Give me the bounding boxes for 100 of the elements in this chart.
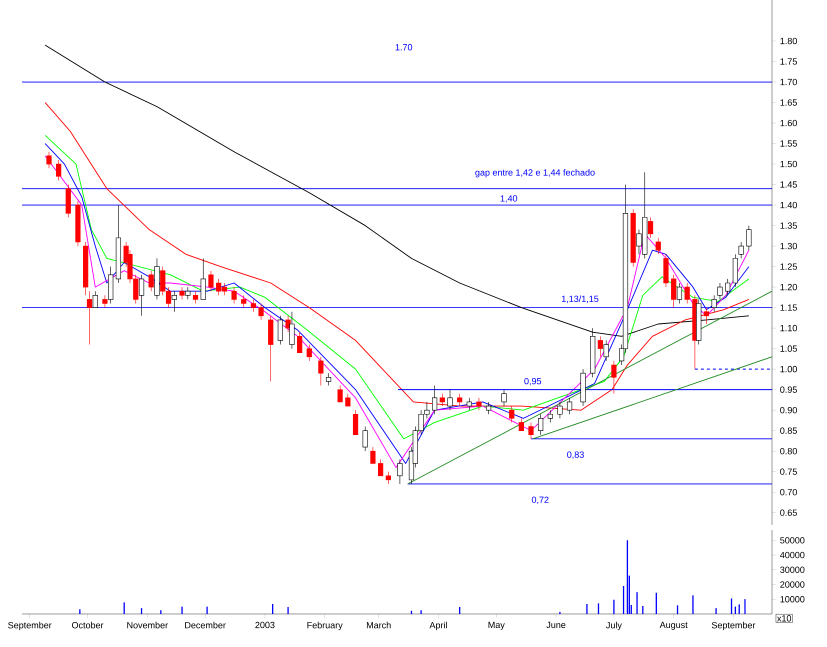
- x-tick-label: November: [127, 622, 168, 628]
- y-tick-label: 10000: [780, 596, 804, 602]
- y-tick-label: 1.45: [780, 181, 797, 188]
- candlestick: [447, 389, 453, 410]
- y-tick-label: 1.00: [780, 366, 797, 372]
- text: x10: [777, 615, 792, 622]
- candlestick: [138, 274, 144, 316]
- y-tick-label: 1.50: [780, 160, 797, 168]
- y-tick-label: 1.60: [780, 120, 797, 126]
- candlestick: [684, 282, 690, 304]
- candlestick: [258, 303, 264, 320]
- candlestick: [557, 402, 563, 419]
- candlestick: [518, 418, 524, 431]
- x-tick-label: June: [546, 622, 566, 628]
- y-tick-label: 0.80: [780, 448, 797, 454]
- y-tick-label: 1.05: [780, 345, 797, 352]
- annotation: 0,72: [532, 496, 549, 504]
- y-tick-label: 0.95: [780, 386, 797, 393]
- x-tick-label: July: [606, 622, 622, 630]
- candlestick: [192, 290, 198, 304]
- candlestick: [362, 426, 368, 452]
- candlestick: [671, 274, 676, 308]
- candlestick: [345, 393, 350, 406]
- y-tick-label: 0.70: [780, 488, 797, 496]
- x-tick-label: February: [307, 622, 343, 630]
- annotation: 0,83: [567, 451, 584, 459]
- candlestick: [486, 402, 492, 415]
- y-tick-label: 1.40: [780, 202, 797, 208]
- candlestick: [566, 398, 572, 415]
- candlestick: [656, 238, 661, 255]
- candlestick: [289, 311, 295, 349]
- candlestick: [250, 299, 256, 312]
- candlestick: [604, 340, 609, 362]
- x-tick-label: December: [185, 622, 226, 628]
- candlestick: [318, 356, 324, 386]
- y-tick-label: 0.65: [780, 509, 797, 516]
- x-tick-label: May: [488, 622, 505, 630]
- candlestick: [241, 295, 246, 308]
- x-tick-label: September: [8, 622, 52, 630]
- candlestick: [86, 290, 92, 345]
- candlestick: [185, 286, 190, 300]
- y-tick-label: 0.85: [780, 427, 797, 434]
- candlestick: [538, 414, 544, 436]
- candlestick: [738, 242, 744, 259]
- y-tick-label: 1.20: [780, 284, 797, 290]
- candlestick: [326, 372, 332, 386]
- y-tick-label: 1.25: [780, 263, 797, 270]
- candlestick: [548, 410, 553, 423]
- candlestick: [208, 270, 214, 292]
- candlestick: [56, 160, 62, 181]
- y-tick-label: 1.75: [780, 58, 797, 65]
- candlestick: [648, 217, 654, 238]
- candlestick: [102, 295, 108, 308]
- candlestick: [297, 332, 302, 354]
- candlestick: [338, 385, 343, 402]
- candlestick: [200, 258, 206, 300]
- x-tick-label: August: [660, 622, 688, 630]
- candlestick: [712, 295, 717, 312]
- y-tick-label: 50000: [780, 537, 804, 544]
- annotation: gap entre 1,42 e 1,44 fechado: [475, 169, 595, 178]
- candlestick: [92, 290, 98, 308]
- x-tick-label: 2003: [255, 622, 275, 628]
- candlestick: [231, 286, 237, 304]
- annotation: 0,95: [524, 378, 542, 386]
- candlestick: [704, 307, 710, 324]
- candlestick: [432, 385, 438, 415]
- y-tick-label: 1.80: [780, 38, 797, 44]
- candlestick: [172, 290, 177, 312]
- candlestick: [457, 393, 462, 406]
- x-tick-label: September: [712, 622, 756, 630]
- candlestick: [717, 282, 723, 300]
- candlestick: [148, 270, 154, 292]
- candlestick: [306, 344, 312, 362]
- candlestick: [397, 459, 403, 484]
- candlestick: [278, 316, 283, 345]
- y-tick-label: 1.15: [780, 304, 797, 311]
- candlestick: [440, 393, 445, 406]
- candlestick: [370, 446, 376, 464]
- y-tick-label: 1.30: [780, 242, 797, 250]
- y-tick-label: 40000: [780, 552, 804, 558]
- candlestick: [725, 278, 730, 296]
- candlestick: [386, 471, 391, 484]
- y-tick-label: 1.35: [780, 222, 797, 229]
- y-tick-label: 1.55: [780, 140, 797, 147]
- candlestick: [598, 336, 604, 358]
- y-tick-label: 1.70: [780, 78, 797, 86]
- x-tick-label: October: [72, 622, 104, 628]
- candlestick: [528, 422, 534, 440]
- candlestick: [746, 225, 752, 250]
- annotation: 1.70: [396, 44, 412, 50]
- y-tick-label: 0.90: [780, 406, 797, 414]
- x-tick-label: March: [366, 622, 391, 628]
- y-tick-label: 0.75: [780, 468, 797, 475]
- candlestick: [466, 398, 472, 410]
- candlestick: [46, 151, 52, 168]
- annotation: 1,13/1,15: [562, 295, 598, 304]
- x-tick-label: April: [429, 622, 447, 630]
- candlestick: [611, 360, 617, 394]
- candlestick: [179, 286, 185, 300]
- y-tick-label: 1.10: [780, 324, 797, 332]
